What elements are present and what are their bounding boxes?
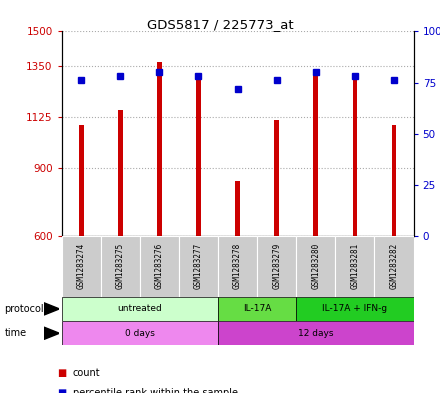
- Text: time: time: [4, 328, 26, 338]
- Text: IL-17A: IL-17A: [243, 305, 271, 313]
- Text: GSM1283277: GSM1283277: [194, 243, 203, 289]
- Text: ■: ■: [57, 368, 66, 378]
- Bar: [392, 125, 396, 236]
- Text: GSM1283280: GSM1283280: [312, 243, 320, 289]
- Bar: [179, 236, 218, 297]
- Polygon shape: [44, 303, 59, 315]
- Text: protocol: protocol: [4, 304, 44, 314]
- Bar: [275, 120, 279, 236]
- Text: 0 days: 0 days: [125, 329, 155, 338]
- Text: percentile rank within the sample: percentile rank within the sample: [73, 387, 238, 393]
- Bar: [157, 62, 162, 236]
- Text: GSM1283278: GSM1283278: [233, 243, 242, 289]
- Bar: [335, 236, 374, 297]
- Text: count: count: [73, 368, 100, 378]
- Bar: [62, 321, 218, 345]
- Text: GDS5817 / 225773_at: GDS5817 / 225773_at: [147, 18, 293, 31]
- Text: GSM1283276: GSM1283276: [155, 243, 164, 289]
- Bar: [235, 181, 240, 236]
- Bar: [296, 236, 335, 297]
- Bar: [218, 297, 296, 321]
- Bar: [313, 75, 318, 236]
- Text: ■: ■: [57, 387, 66, 393]
- Bar: [196, 75, 201, 236]
- Polygon shape: [44, 327, 59, 340]
- Bar: [118, 110, 123, 236]
- Text: GSM1283282: GSM1283282: [389, 243, 399, 289]
- Bar: [352, 75, 357, 236]
- Bar: [101, 236, 140, 297]
- Text: GSM1283274: GSM1283274: [77, 243, 86, 289]
- Bar: [374, 236, 414, 297]
- Text: 12 days: 12 days: [298, 329, 334, 338]
- Bar: [296, 297, 414, 321]
- Text: GSM1283275: GSM1283275: [116, 243, 125, 289]
- Bar: [79, 125, 84, 236]
- Bar: [62, 297, 218, 321]
- Text: GSM1283279: GSM1283279: [272, 243, 281, 289]
- Text: GSM1283281: GSM1283281: [350, 243, 359, 289]
- Text: IL-17A + IFN-g: IL-17A + IFN-g: [323, 305, 388, 313]
- Bar: [62, 236, 101, 297]
- Bar: [218, 236, 257, 297]
- Bar: [218, 321, 414, 345]
- Text: untreated: untreated: [117, 305, 162, 313]
- Bar: [257, 236, 296, 297]
- Bar: [140, 236, 179, 297]
